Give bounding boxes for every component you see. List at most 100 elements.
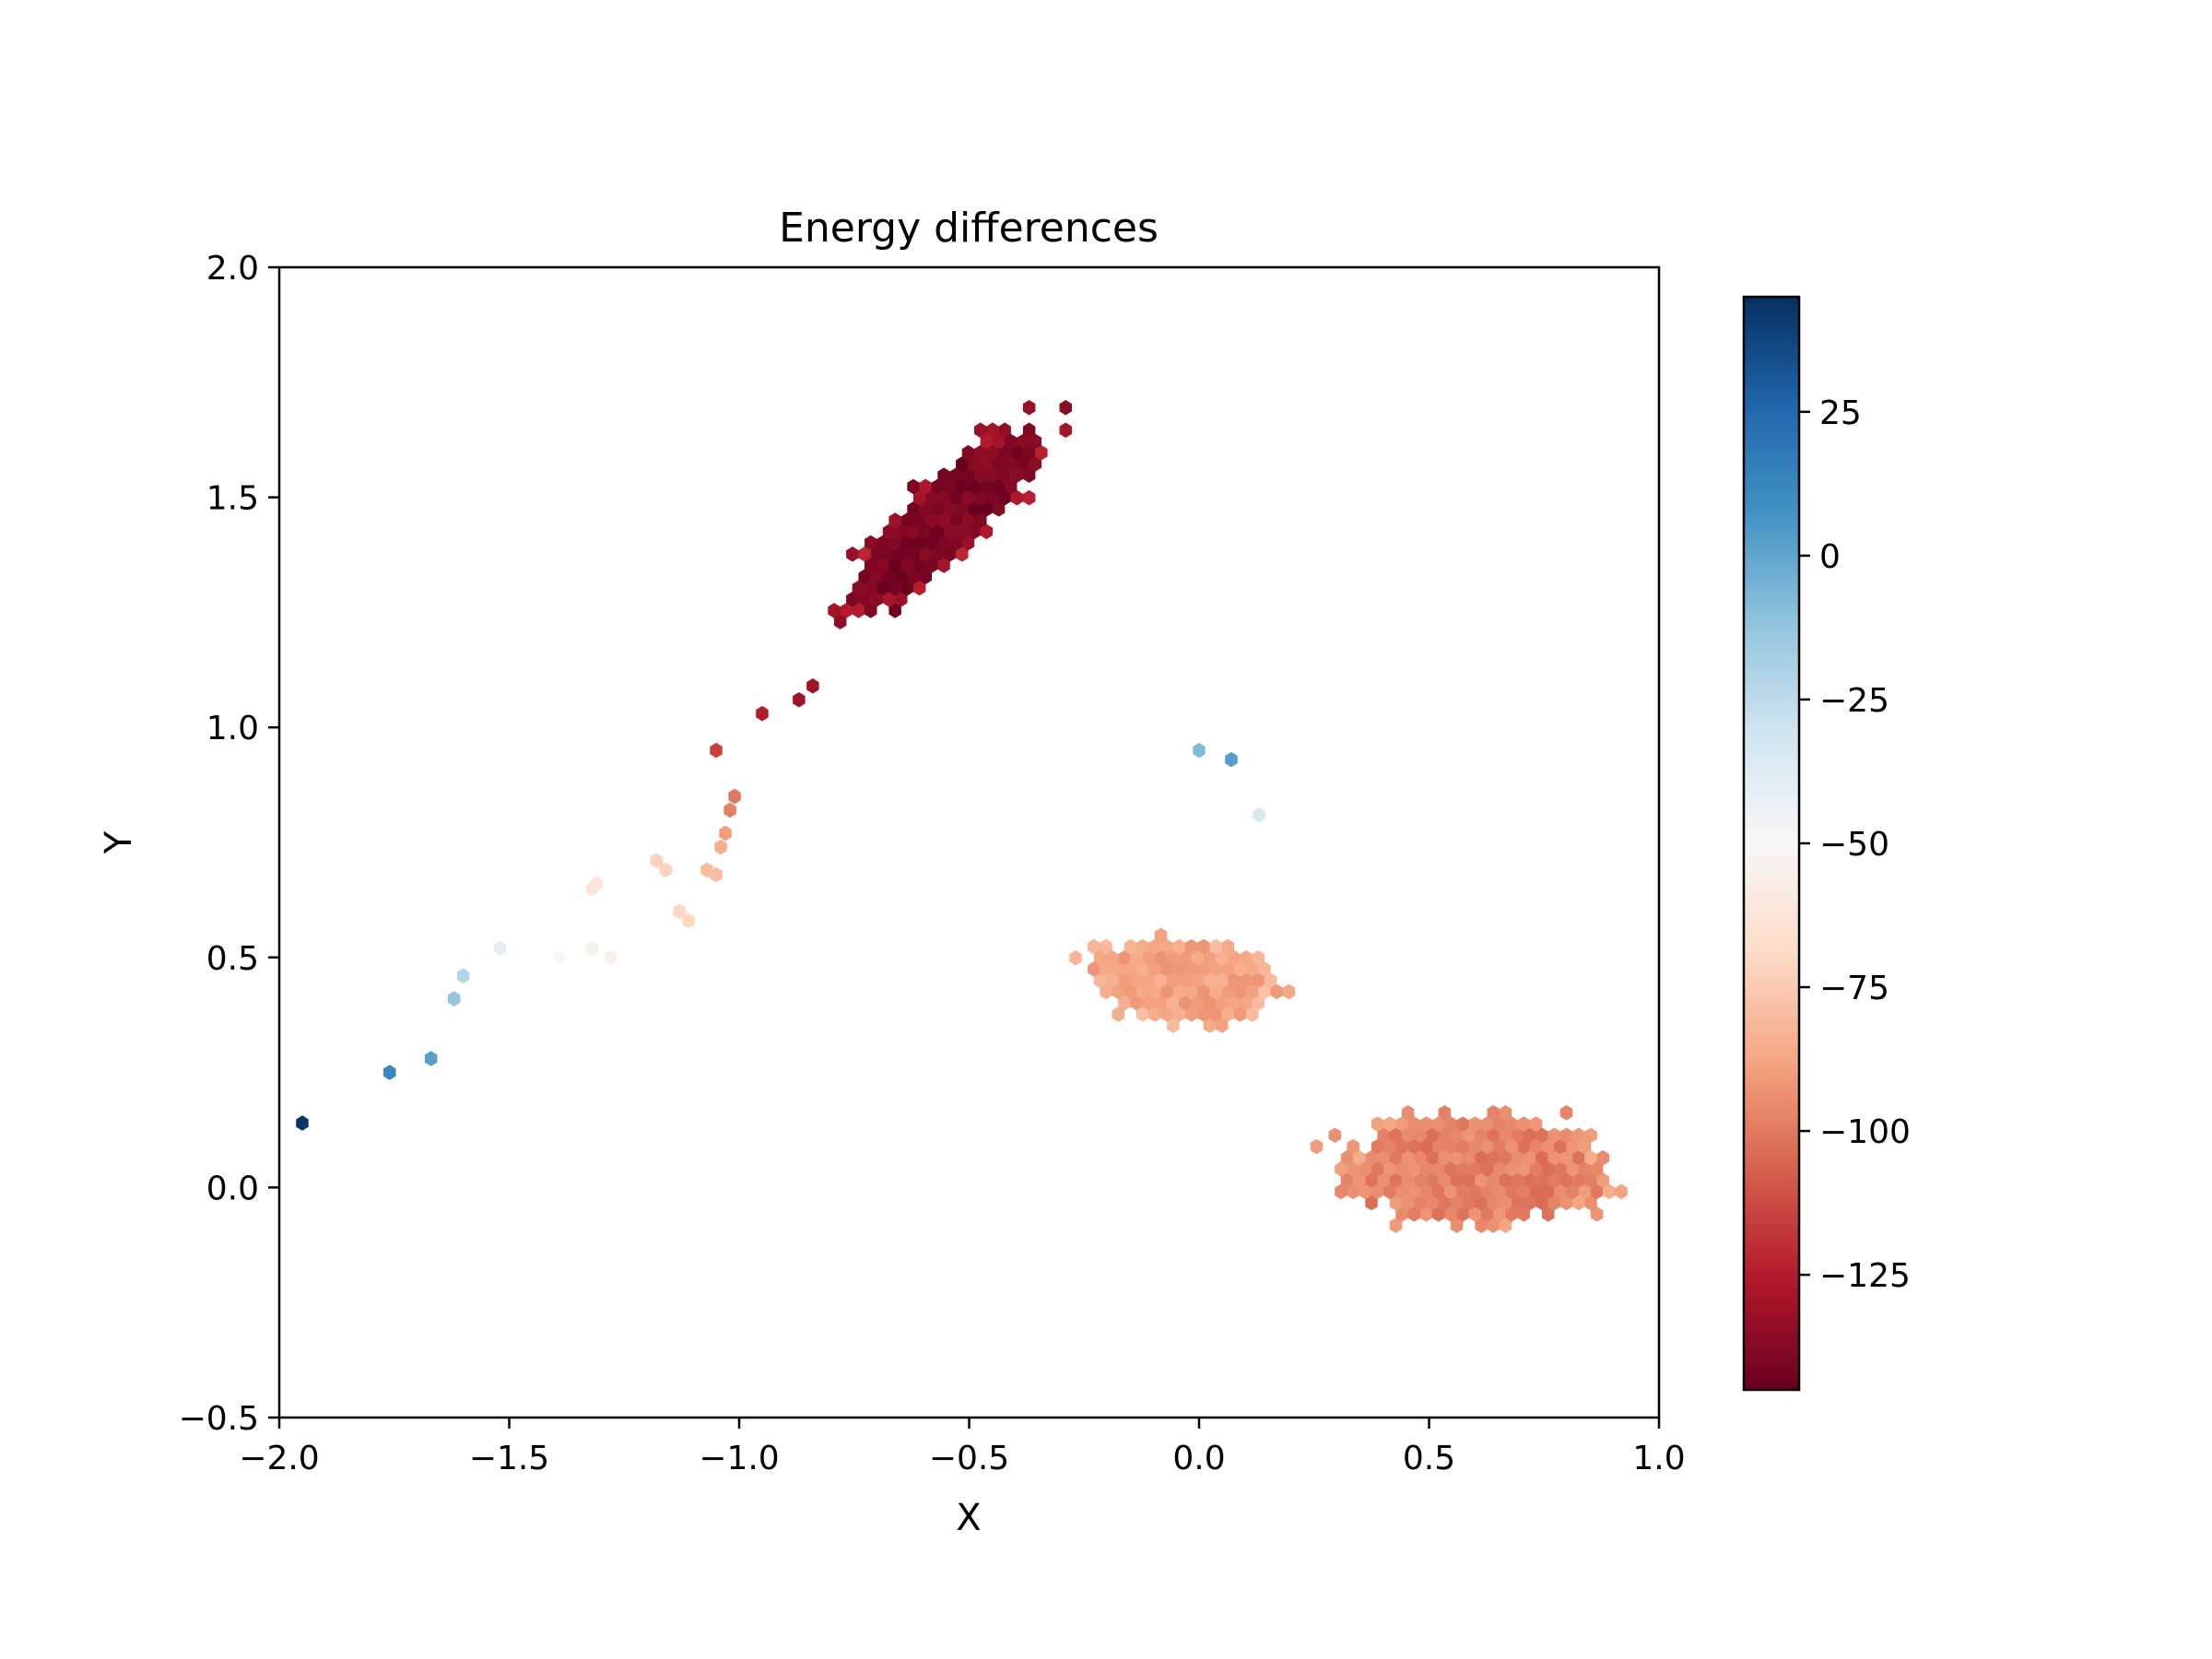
hexbin-cell [1554,1138,1567,1155]
y-tick-label: 2.0 [206,250,259,288]
hexbin-cell [1524,1127,1536,1143]
hexbin-cell [961,489,975,506]
hexbin-cell [1444,1206,1457,1222]
hexbin-cell [1456,1183,1469,1200]
hexbin-cell [1264,972,1277,988]
hexbin-cell [1493,1206,1506,1222]
hexbin-cell [1179,972,1192,988]
hexbin-cell [1487,1194,1500,1211]
hexbin-cell [907,547,920,562]
hexbin-cell [1596,1172,1609,1188]
hexbin-cell [1105,972,1119,988]
hexbin-cell [1499,1149,1512,1166]
hexbin-cell [1225,751,1238,768]
hexbin-cell [1383,1116,1396,1132]
hexbin-cell [1590,1206,1604,1222]
hexbin-cell [998,444,1011,461]
hexbin-cell [1432,1138,1445,1155]
x-tick-label: −1.0 [699,1440,779,1477]
x-tick-label: 1.0 [1632,1440,1685,1477]
hexbin-cell [1535,1194,1548,1211]
hexbin-cell [1505,1183,1518,1200]
hexbin-cell [1432,1183,1445,1200]
hexbin-cell [1487,1172,1500,1188]
hexbin-cell [1554,1183,1567,1200]
hexbin-cell [1005,478,1018,495]
hexbin-cell [1450,1194,1464,1211]
hexbin-cell [1475,1218,1488,1233]
hexbin-cell [1172,961,1186,977]
hexbin-cell [1059,400,1072,416]
hexbin-cell [992,501,1006,517]
hexbin-cell [590,876,604,892]
hexbin-cell [1148,983,1161,1000]
hexbin-cell [912,558,926,573]
hexbin-cell [1100,983,1112,1000]
hexbin-cell [974,489,987,506]
hexbin-cell [1124,983,1137,1000]
hexbin-cell [1584,1172,1597,1188]
colorbar-tick-label: 0 [1819,538,1841,576]
hexbin-cell [604,949,617,966]
hexbin-cell [1365,1172,1378,1188]
hexbin-cell [1426,1194,1439,1211]
hexbin-cell [1468,1206,1482,1222]
hexbin-cell [1035,444,1048,461]
hexbin-cell [1112,983,1124,1000]
hexbin-cell [1444,1116,1457,1132]
hexbin-cell [1100,938,1112,955]
hexbin-cell [895,547,908,562]
hexbin-cell [1480,1183,1494,1200]
hexbin-cell [931,524,945,540]
hexbin-cell [1603,1183,1616,1200]
hexbin-cell [1566,1161,1579,1177]
hexbin-cell [1450,1149,1464,1166]
hexbin-cell [1584,1194,1597,1211]
hexbin-cell [1233,1006,1247,1022]
hexbin-cell [1456,1138,1469,1155]
hexbin-cell [1088,938,1100,955]
hexbin-cell [907,569,920,584]
hexbin-cell [1160,983,1173,1000]
hexbin-cell [980,433,994,450]
hexbin-cell [1468,1161,1482,1177]
x-tick-label: 0.0 [1172,1440,1225,1477]
hexbin-cell [1419,1116,1433,1132]
hexbin-cell [1184,961,1198,977]
hexbin-cell [1197,1006,1210,1022]
x-axis-ticks: −2.0 −1.5 −1.0 −0.5 0.0 0.5 1.0 [239,1418,1686,1477]
plot-frame [277,265,1661,1419]
hexbin-cell [1167,972,1180,988]
hexbin-cell [1499,1127,1512,1143]
hexbin-cell [1559,1127,1573,1143]
hexbin-cell [1221,983,1235,1000]
hexbin-cell [961,444,975,461]
hexbin-cell [865,558,877,573]
hexbin-cell [714,839,727,855]
hexbin-cell [1407,1206,1420,1222]
hexbin-cell [553,949,567,966]
hexbin-cell [986,422,999,438]
hexbin-cell [1559,1194,1573,1211]
hexbin-cell [1499,1218,1512,1233]
hexbin-cell [1383,1138,1396,1155]
hexbin-cell [1505,1138,1518,1155]
hexbin-cell [1438,1194,1452,1211]
hexbin-cell [1142,994,1156,1011]
hexbin-cell [1456,1161,1469,1177]
hexbin-cell [1529,1116,1543,1132]
hexbin-cell [974,444,987,461]
hexbin-cell [1578,1183,1592,1200]
hexbin-cell [961,467,975,483]
hexbin-cell [1529,1161,1543,1177]
hexbin-cell [1246,1006,1259,1022]
hexbin-cell [949,467,962,483]
hexbin-cell [1118,950,1131,966]
hexbin-cell [1524,1194,1536,1211]
hexbin-cell [1395,1161,1408,1177]
hexbin-cell [1493,1183,1506,1200]
hexbin-cell [1258,983,1271,1000]
y-axis-label: Y [98,830,140,854]
hexbin-cell [1130,950,1143,966]
y-tick-label: −0.5 [179,1400,259,1438]
